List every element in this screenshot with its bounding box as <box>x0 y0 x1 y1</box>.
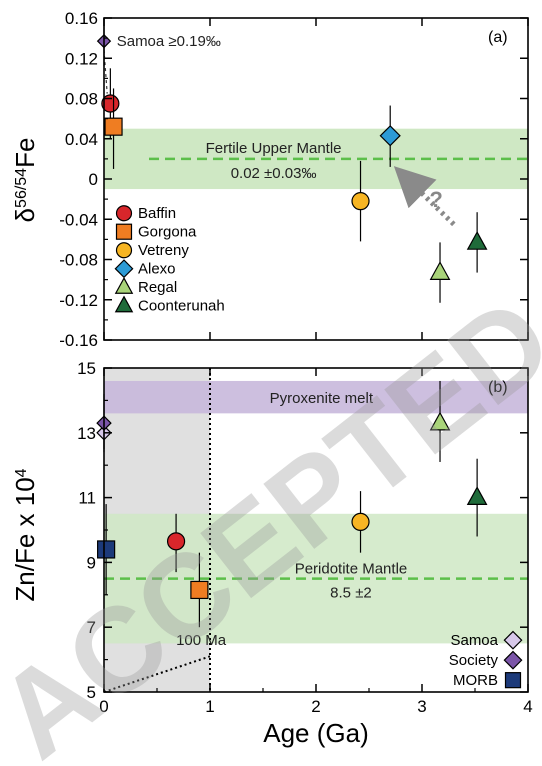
legend-marker-coonterunah <box>114 295 134 313</box>
legend-marker-alexo <box>114 259 134 279</box>
panel-b: Pyroxenite melt Peridotite Mantle 8.5 ±2… <box>10 359 533 748</box>
x-axis-label: Age (Ga) <box>263 718 369 748</box>
legend-marker-regal <box>114 276 134 294</box>
legend-label-gorgona: Gorgona <box>138 224 197 241</box>
legend-label-coonterunah: Coonterunah <box>138 298 225 315</box>
panel-a-ticks: 0.16 0.12 0.08 0.04 0 -0.04 -0.08 -0.12 -0.16 <box>59 9 529 350</box>
legend-marker-b-morb <box>504 672 522 689</box>
point-coonterunah <box>466 486 488 505</box>
peridotite-mantle-value: 8.5 ±2 <box>330 585 372 602</box>
legend-marker-b-society <box>503 650 523 670</box>
legend-label-alexo: Alexo <box>138 261 176 278</box>
x-tick-label: 2 <box>311 697 320 716</box>
panel-b-legend: Samoa Society MORB <box>449 630 523 689</box>
legend-label-b-society: Society <box>449 652 499 669</box>
pyroxenite-melt-band <box>104 380 528 414</box>
100ma-diagonal-line <box>103 655 211 693</box>
point-morb <box>97 540 116 559</box>
point-alexo <box>379 125 401 147</box>
samoa-note: Samoa ≥0.19‰ <box>117 33 221 50</box>
y-tick-label-a: 0.12 <box>65 49 98 68</box>
legend-label-b-samoa: Samoa <box>450 632 498 649</box>
y-tick-label-a: 0.04 <box>65 130 98 149</box>
x-tick-label: 4 <box>523 697 532 716</box>
point-baffin <box>101 94 120 113</box>
y-tick-label-a: -0.04 <box>59 210 98 229</box>
point-baffin <box>166 532 186 551</box>
question-mark-label: ? <box>429 187 442 212</box>
y-tick-label-a: 0.16 <box>65 9 98 28</box>
y-tick-label-b: 5 <box>87 683 96 702</box>
legend-marker-b-samoa <box>503 630 523 650</box>
point-gorgona <box>104 117 123 136</box>
point-gorgona <box>190 580 209 600</box>
legend-label-vetreny: Vetreny <box>138 242 189 259</box>
legend-marker-baffin <box>115 205 133 222</box>
point-vetreny <box>351 512 370 532</box>
y-tick-label-b: 15 <box>77 359 96 378</box>
panel-b-marks <box>96 380 488 628</box>
panel-a-marks <box>96 18 488 303</box>
panel-b-ticks: 15 13 11 9 7 50 1 2 3 4 <box>77 359 533 716</box>
x-tick-label: 0 <box>99 697 108 716</box>
y-tick-label-a: -0.16 <box>59 331 98 350</box>
legend-label-baffin: Baffin <box>138 205 176 222</box>
legend-marker-gorgona <box>115 223 133 240</box>
point-coonterunah <box>466 230 488 250</box>
trend-arrow: ? <box>393 166 456 227</box>
legend-marker-vetreny <box>115 242 133 259</box>
y-tick-label-a: -0.12 <box>59 291 98 310</box>
fertile-upper-mantle-label: Fertile Upper Mantle <box>206 140 342 157</box>
point-regal <box>429 411 451 431</box>
point-vetreny <box>351 192 370 211</box>
panel-b-label: (b) <box>488 379 508 396</box>
y-tick-label-a: -0.08 <box>59 251 98 270</box>
y-axis-label-b: Zn/Fe x 104 <box>10 468 40 601</box>
time-label-100ma: 100 Ma <box>176 632 227 649</box>
legend-label-b-morb: MORB <box>453 672 498 689</box>
y-axis-label-a: δ56/54Fe <box>10 138 40 223</box>
legend-label-regal: Regal <box>138 279 177 296</box>
y-tick-label-a: 0 <box>89 170 98 189</box>
x-tick-label: 3 <box>417 697 426 716</box>
y-tick-label-b: 11 <box>78 489 96 508</box>
panel-a: Fertile Upper Mantle 0.02 ±0.03‰ ? Samoa… <box>10 9 529 350</box>
panel-a-label: (a) <box>488 29 508 46</box>
point-regal <box>429 261 451 280</box>
fertile-upper-mantle-value: 0.02 ±0.03‰ <box>231 165 317 182</box>
y-tick-label-b: 9 <box>87 553 96 572</box>
y-tick-label-b: 13 <box>77 424 96 443</box>
y-tick-label-a: 0.08 <box>65 90 98 109</box>
x-tick-label: 1 <box>205 697 214 716</box>
y-tick-label-b: 7 <box>87 618 96 637</box>
pyroxenite-melt-label: Pyroxenite melt <box>270 390 374 407</box>
peridotite-mantle-label: Peridotite Mantle <box>295 561 408 578</box>
